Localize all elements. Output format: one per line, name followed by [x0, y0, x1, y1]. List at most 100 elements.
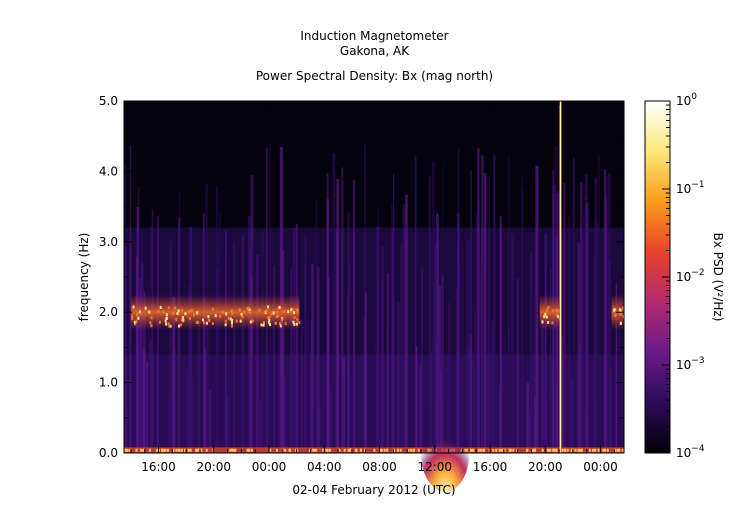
noise-streak [523, 382, 527, 453]
pc1-band-burst [243, 310, 246, 314]
noise-streak [150, 410, 153, 453]
noise-streak [186, 369, 188, 453]
noise-streak [462, 357, 464, 453]
low-freq-speck [621, 448, 624, 452]
noise-streak [580, 182, 583, 454]
noise-streak [283, 377, 286, 453]
low-freq-speck [124, 448, 127, 452]
pc1-band-burst [229, 317, 232, 321]
noise-streak [469, 334, 473, 453]
low-freq-speck [149, 448, 152, 452]
colorbar-tick-label: 10−4 [676, 444, 705, 460]
pc1-band-burst [235, 319, 238, 323]
low-freq-speck [338, 448, 341, 452]
low-freq-speck [126, 448, 129, 452]
noise-streak [377, 208, 380, 453]
low-freq-speck [197, 448, 200, 452]
noise-streak [528, 410, 532, 453]
low-freq-speck [531, 448, 534, 452]
noise-streak [551, 370, 555, 453]
low-freq-speck [541, 448, 544, 452]
noise-streak [436, 208, 438, 453]
noise-streak [173, 347, 176, 453]
x-axis-label: 02-04 February 2012 (UTC) [292, 483, 455, 497]
noise-streak [556, 384, 559, 453]
noise-streak [457, 213, 460, 453]
pc1-band-burst [274, 321, 277, 325]
low-freq-speck [577, 448, 580, 452]
pc1-band-burst [293, 322, 296, 326]
noise-streak [448, 302, 451, 453]
noise-streak [225, 230, 227, 453]
noise-streak [586, 202, 589, 453]
noise-streak [544, 233, 547, 453]
pc1-band-burst [258, 308, 261, 312]
pc1-band-burst [619, 309, 622, 313]
pc1-band-burst [622, 306, 625, 310]
noise-streak [479, 267, 482, 453]
low-freq-speck [383, 448, 386, 452]
pc1-band-burst [214, 314, 217, 318]
pc1-band-burst [149, 321, 152, 325]
noise-streak [202, 213, 205, 453]
noise-streak [598, 155, 600, 453]
chart-title-line2: Gakona, AK [339, 44, 410, 58]
noise-streak [582, 214, 585, 453]
low-freq-speck [500, 448, 503, 452]
low-freq-speck [393, 448, 396, 452]
x-tick-label: 12:00 [417, 460, 452, 474]
low-freq-speck [546, 448, 549, 452]
low-freq-speck [294, 448, 297, 452]
pc1-band-burst [291, 307, 294, 311]
low-freq-speck [533, 448, 536, 452]
pc1-band-burst [267, 305, 270, 309]
pc1-band-burst [295, 322, 298, 326]
pc1-band-burst [159, 320, 162, 324]
y-tick-label: 5.0 [99, 94, 118, 108]
pc1-band-burst [177, 324, 180, 328]
noise-streak [438, 285, 442, 453]
low-freq-speck [498, 448, 501, 452]
low-freq-speck [161, 448, 164, 452]
low-freq-speck [250, 448, 253, 452]
noise-streak [278, 306, 280, 453]
pc1-band-burst [265, 309, 268, 313]
pc1-band-burst [268, 319, 271, 323]
pc1-band-burst [619, 312, 622, 316]
noise-streak [169, 241, 172, 453]
pc1-band-burst [546, 308, 549, 312]
noise-streak [376, 226, 380, 453]
pc1-band [539, 294, 560, 330]
noise-streak [315, 354, 317, 453]
pc1-band-burst [230, 309, 233, 313]
noise-streak [292, 228, 296, 453]
noise-streak [499, 216, 502, 453]
low-freq-speck [315, 448, 318, 452]
noise-streak [248, 216, 251, 453]
low-freq-speck [396, 448, 399, 452]
low-freq-speck [296, 448, 299, 452]
pc1-band-burst [284, 322, 287, 326]
noise-streak [493, 160, 496, 453]
noise-streak [259, 399, 262, 453]
pc1-band-burst [162, 310, 165, 314]
pc1-band-burst [174, 306, 177, 310]
low-freq-speck [184, 448, 187, 452]
noise-streak [397, 302, 400, 453]
noise-streak [315, 200, 318, 453]
noise-streak [142, 348, 145, 453]
noise-streak [415, 346, 418, 453]
low-freq-speck [561, 448, 564, 452]
low-freq-speck [321, 448, 324, 452]
pc1-band-burst [262, 323, 265, 327]
low-freq-speck [187, 448, 190, 452]
pc1-band-burst [292, 320, 295, 324]
pc1-band-burst [551, 309, 554, 313]
low-freq-speck [142, 448, 145, 452]
noise-streak [511, 233, 514, 453]
pc1-band-burst [231, 324, 234, 328]
noise-streak [461, 241, 464, 453]
pc1-band-burst [267, 316, 270, 320]
low-freq-speck [482, 448, 485, 452]
pc1-band-burst [270, 312, 273, 316]
